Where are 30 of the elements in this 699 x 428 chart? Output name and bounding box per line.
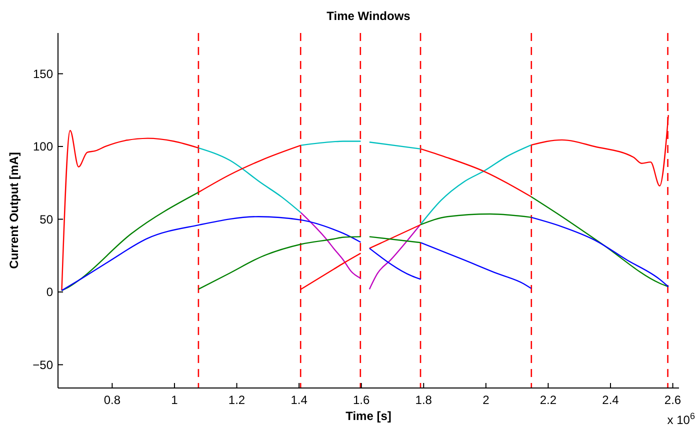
line-series bbox=[420, 242, 532, 289]
line-series bbox=[198, 236, 362, 290]
line-series bbox=[420, 213, 532, 226]
x-axis-title: Time [s] bbox=[346, 409, 392, 423]
x-tick-label: 2.2 bbox=[540, 393, 557, 407]
line-series bbox=[368, 223, 422, 290]
x-tick-label: 1.4 bbox=[290, 393, 308, 407]
line-series bbox=[530, 196, 670, 288]
line-series bbox=[61, 192, 200, 292]
x-tick-label: 1.8 bbox=[415, 393, 432, 407]
x-tick-label: 2 bbox=[482, 393, 490, 407]
line-series bbox=[61, 216, 362, 292]
y-tick-label: 0 bbox=[46, 285, 54, 300]
x-tick-label: 0.8 bbox=[104, 393, 121, 407]
line-series bbox=[198, 147, 302, 214]
text: x 10$^{6}$ bbox=[667, 411, 695, 427]
x-tick-label: 1.2 bbox=[228, 393, 246, 407]
y-tick-label: 50 bbox=[40, 212, 54, 226]
line-series bbox=[420, 144, 532, 225]
x-tick-label: 1 bbox=[171, 393, 178, 407]
chart-title: Time Windows bbox=[326, 9, 411, 23]
y-tick-label: −50 bbox=[32, 358, 54, 372]
y-axis-title: Current Output [mA] bbox=[7, 152, 21, 269]
y-tick-label: 100 bbox=[32, 140, 54, 154]
line-series bbox=[300, 212, 362, 279]
x-tick-label: 2.4 bbox=[602, 393, 620, 407]
x-tick-label: 2.6 bbox=[664, 393, 682, 407]
line-series bbox=[530, 216, 670, 288]
x-tick-label: 1.6 bbox=[352, 393, 370, 407]
y-tick-label: 150 bbox=[32, 66, 54, 81]
